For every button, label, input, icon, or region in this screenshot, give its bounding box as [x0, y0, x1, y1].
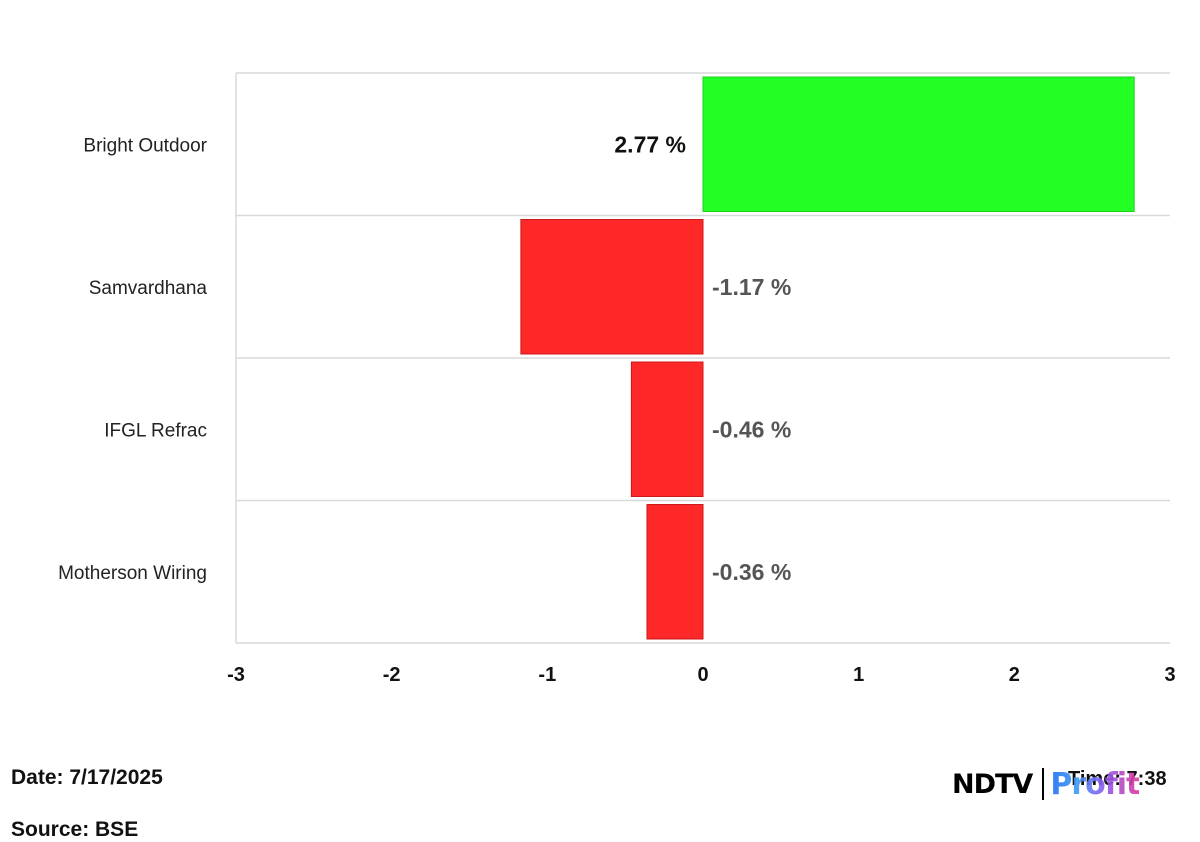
footer-date: Date: 7/17/2025	[11, 766, 163, 789]
bar	[702, 76, 1135, 212]
data-label: 2.77 %	[614, 131, 686, 157]
footer-time: Time: 7:38	[1068, 768, 1167, 790]
ndtv-profit-logo: NDTV Profit	[952, 764, 1140, 804]
bar	[646, 504, 704, 640]
data-label: -0.36 %	[712, 559, 791, 585]
x-tick-label: 3	[1164, 664, 1175, 686]
data-label: -0.46 %	[712, 416, 791, 442]
category-label: Motherson Wiring	[58, 563, 207, 584]
category-label: Samvardhana	[89, 278, 208, 299]
x-tick-label: 1	[853, 664, 864, 686]
bar	[520, 219, 704, 355]
x-tick-label: 2	[1009, 664, 1020, 686]
data-label: -1.17 %	[712, 274, 791, 300]
profit-logo-text: Profit	[1050, 766, 1140, 802]
category-label: Bright Outdoor	[83, 135, 207, 156]
x-tick-label: -3	[227, 664, 245, 686]
footer-source: Source: BSE	[11, 818, 139, 841]
x-tick-label: 0	[697, 664, 708, 686]
bar-chart: Bright Outdoor 2.77 % Samvardhana -1.17 % IF…	[58, 72, 1176, 686]
x-tick-label: -2	[383, 664, 401, 686]
category-label: IFGL Refrac	[104, 420, 207, 441]
x-tick-label: -1	[538, 664, 556, 686]
bar	[630, 361, 704, 497]
ndtv-logo-text: NDTV	[952, 768, 1033, 800]
logo-divider	[1042, 768, 1045, 800]
